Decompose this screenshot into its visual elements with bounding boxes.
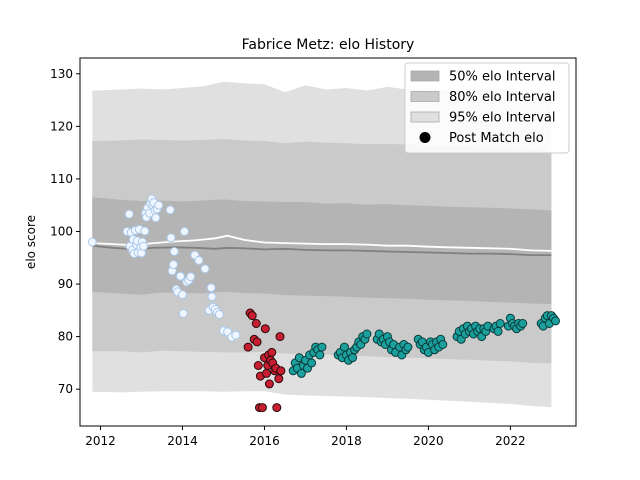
x-tick-label-2020: 2020 [413, 434, 444, 448]
data-point-s0-45 [194, 255, 204, 265]
data-point-s1-6 [253, 361, 263, 370]
legend-marker-3 [419, 132, 431, 143]
data-point-s1-21 [272, 403, 282, 413]
x-tick-label-2014: 2014 [167, 434, 198, 448]
data-point-s2-93 [551, 316, 560, 326]
y-tick-label-90: 90 [58, 277, 73, 291]
y-tick-label-70: 70 [58, 382, 73, 396]
data-point-s2-44 [403, 342, 413, 352]
data-point-s0-39 [178, 309, 188, 318]
data-point-s1-17 [267, 347, 277, 357]
trend-line-1 [92, 244, 552, 257]
data-point-s2-76 [493, 326, 503, 336]
data-point-s1-5 [252, 337, 262, 347]
data-point-s0-43 [186, 272, 196, 282]
data-point-s1-24 [276, 366, 286, 376]
plot-area-frame [79, 57, 577, 427]
data-point-s2-29 [362, 329, 372, 339]
y-tick-label-120: 120 [50, 119, 73, 133]
data-point-s0-17 [140, 226, 150, 236]
legend-label-2: 95% elo Interval [449, 111, 556, 126]
data-point-s0-33 [169, 260, 178, 270]
y-tick-label-130: 130 [50, 67, 73, 81]
data-point-s0-57 [231, 330, 241, 340]
data-point-s2-9 [307, 358, 317, 368]
data-point-s2-85 [518, 319, 528, 328]
x-axis-ticks: 2012 2014 2016 2018 2020 2022 [85, 426, 526, 448]
data-point-s2-77 [495, 319, 505, 328]
data-point-s0-49 [207, 292, 217, 302]
data-point-s1-2 [247, 311, 257, 321]
data-point-s1-15 [264, 379, 274, 389]
legend-box [404, 62, 570, 154]
y-axis-label: elo score [24, 215, 38, 269]
data-point-s1-12 [262, 368, 271, 378]
legend-label-0: 50% elo Interval [449, 70, 556, 85]
data-point-s0-38 [178, 290, 187, 300]
data-point-s0-0 [87, 237, 97, 247]
x-tick-label-2016: 2016 [249, 434, 280, 448]
data-point-s0-53 [214, 310, 224, 319]
data-point-s1-11 [260, 324, 270, 334]
x-tick-label-2022: 2022 [495, 434, 526, 448]
data-point-s0-46 [200, 264, 210, 274]
data-point-s0-16 [139, 241, 148, 251]
legend: 50% elo Interval 80% elo Interval 95% elo … [404, 62, 570, 154]
data-point-s2-14 [317, 342, 327, 352]
data-point-s0-29 [154, 200, 164, 210]
data-point-s2-22 [348, 353, 358, 363]
legend-label-3: Post Match elo [449, 131, 544, 146]
data-point-s2-57 [438, 340, 448, 349]
data-point-s0-2 [124, 209, 134, 219]
legend-label-1: 80% elo Interval [449, 90, 556, 105]
data-point-s0-37 [175, 271, 185, 281]
y-axis-ticks: 70 80 90 100 110 120 130 [50, 67, 80, 396]
data-point-s1-23 [275, 332, 285, 342]
legend-swatch-1 [410, 91, 440, 102]
data-point-s1-0 [243, 342, 253, 352]
x-tick-label-2018: 2018 [331, 434, 362, 448]
data-point-s0-27 [151, 213, 161, 223]
data-points [87, 194, 560, 413]
x-tick-label-2012: 2012 [85, 434, 116, 448]
data-point-s0-40 [180, 227, 189, 236]
data-point-s0-48 [206, 283, 216, 293]
data-point-s0-34 [169, 247, 179, 256]
legend-swatch-0 [410, 70, 440, 82]
data-point-s1-22 [274, 374, 284, 384]
legend-swatch-2 [410, 111, 440, 123]
y-tick-label-100: 100 [50, 224, 73, 238]
data-point-s2-13 [315, 350, 325, 360]
chart-title: Fabrice Metz: elo History [242, 37, 415, 53]
data-point-s1-9 [257, 403, 267, 413]
data-point-s0-30 [165, 205, 175, 215]
data-point-s1-4 [251, 319, 261, 328]
y-tick-label-110: 110 [50, 172, 73, 186]
data-point-s0-31 [166, 233, 176, 243]
y-tick-label-80: 80 [58, 330, 73, 344]
